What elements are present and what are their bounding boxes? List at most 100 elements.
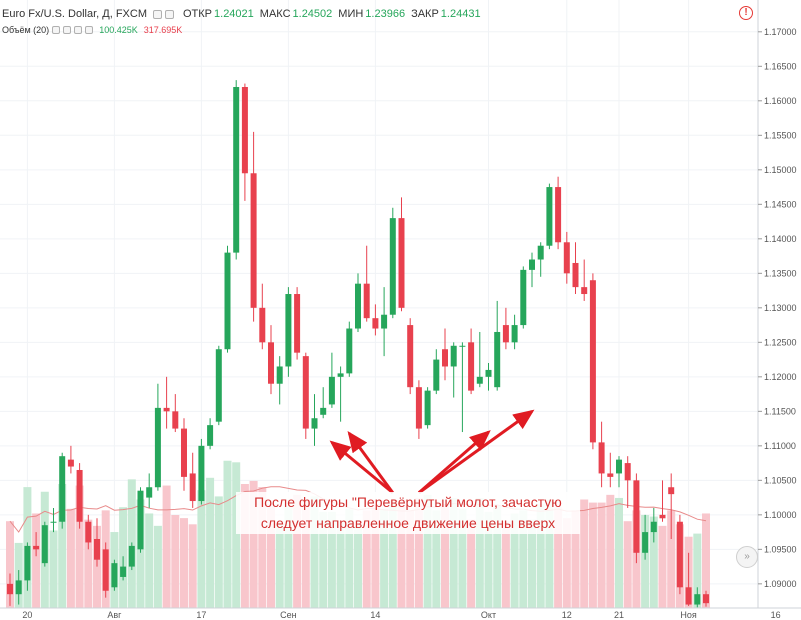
time-tick-label: Ноя (680, 610, 697, 620)
candle-body (181, 428, 187, 477)
volume-bar (232, 462, 241, 608)
candle-body (337, 373, 344, 377)
candle-body (7, 583, 13, 595)
candle-body (668, 487, 675, 495)
settings-toggle-icon[interactable] (164, 9, 174, 19)
candle-body (268, 342, 274, 384)
candle-body (450, 345, 457, 367)
volume-bar (336, 521, 345, 608)
candle-body (276, 366, 283, 384)
time-tick-label: 16 (771, 610, 781, 620)
volume-bar (153, 525, 162, 608)
volume-bar (293, 494, 302, 608)
volume-label[interactable]: Объём (20) (2, 25, 50, 35)
volume-more-icon[interactable] (85, 26, 94, 34)
volume-bar (467, 519, 476, 608)
candle-body (154, 407, 161, 488)
volume-bar (397, 502, 406, 608)
volume-bar (371, 504, 380, 608)
symbol-title[interactable]: Euro Fx/U.S. Dollar, Д, FXCM (2, 8, 147, 20)
candle-body (41, 525, 48, 564)
candle-body (468, 342, 475, 391)
candle-body (537, 245, 544, 260)
volume-settings-icon[interactable] (63, 26, 72, 34)
volume-bar (597, 502, 606, 608)
volume-bar (588, 502, 597, 608)
candle-body (650, 521, 657, 533)
candle-body (128, 545, 135, 567)
candle-body (485, 369, 492, 377)
volume-bar (162, 485, 171, 608)
candle-body (163, 407, 170, 412)
volume-bar (484, 511, 493, 608)
price-tick-label: 1.09500 (764, 544, 797, 554)
volume-bar (458, 508, 467, 608)
volume-bar (693, 533, 702, 608)
candle-body (685, 587, 692, 605)
volume-bar (267, 504, 275, 608)
volume-bar (206, 477, 215, 608)
candle-body (398, 218, 405, 308)
candle-body (224, 252, 231, 350)
volume-bar (519, 510, 528, 608)
price-tick-label: 1.14500 (764, 199, 797, 209)
candle-body (102, 549, 109, 591)
candle-body (616, 459, 622, 474)
volume-bar (501, 521, 510, 608)
volume-bar (380, 508, 389, 608)
volume-bar (66, 508, 75, 608)
annotation-text: После фигуры "Перевёрнутый молот, зачаст… (236, 492, 580, 534)
price-tick-label: 1.12500 (764, 337, 797, 347)
volume-bar (571, 510, 580, 608)
time-axis (0, 608, 801, 620)
volume-bar (658, 525, 667, 608)
candle-body (76, 469, 83, 522)
time-tick-label: Авг (107, 610, 122, 620)
candle-body (581, 287, 588, 295)
volume-bar (214, 496, 223, 608)
volume-visibility-icon[interactable] (52, 26, 61, 34)
volume-bar (441, 504, 449, 608)
volume-bar (667, 510, 676, 608)
candle-body (233, 87, 240, 253)
chart-header: Euro Fx/U.S. Dollar, Д, FXCM ОТКР 1.2402… (2, 6, 481, 22)
time-tick-label: 20 (22, 610, 32, 620)
candle-body (555, 187, 562, 243)
candle-body (94, 538, 100, 560)
volume-bar (84, 519, 93, 608)
candle-body (285, 294, 292, 367)
volume-bar (562, 518, 571, 608)
volume-bar (275, 524, 284, 608)
candle-body (355, 283, 361, 329)
settings-icon[interactable]: ! (739, 6, 753, 20)
candle-body (346, 328, 353, 374)
visibility-toggle-icon[interactable] (152, 9, 162, 19)
price-tick-label: 1.16500 (764, 61, 797, 71)
candle-body (146, 487, 153, 498)
candle-body (259, 307, 266, 343)
candle-body (415, 387, 422, 429)
annotation-arrow (329, 440, 394, 494)
candle-body (120, 566, 127, 577)
candle-body (328, 376, 335, 405)
volume-bar (414, 497, 423, 608)
close-label: ЗАКР (411, 8, 439, 20)
volume-bar (258, 487, 267, 608)
candle-body (294, 294, 301, 353)
candle-body (207, 425, 214, 446)
candle-body (624, 463, 631, 481)
scroll-right-icon[interactable]: » (736, 546, 758, 568)
price-tick-label: 1.13500 (764, 268, 797, 278)
volume-bar (432, 510, 441, 608)
volume-bar (545, 499, 554, 608)
volume-bar (475, 497, 484, 608)
candle-body (250, 173, 257, 308)
candle-body (320, 407, 327, 415)
volume-bar (528, 519, 536, 608)
volume-close-icon[interactable] (74, 26, 83, 34)
volume-bar (75, 485, 84, 608)
candle-body (633, 480, 640, 553)
annotation-arrow (418, 409, 535, 494)
candle-body (659, 514, 666, 519)
